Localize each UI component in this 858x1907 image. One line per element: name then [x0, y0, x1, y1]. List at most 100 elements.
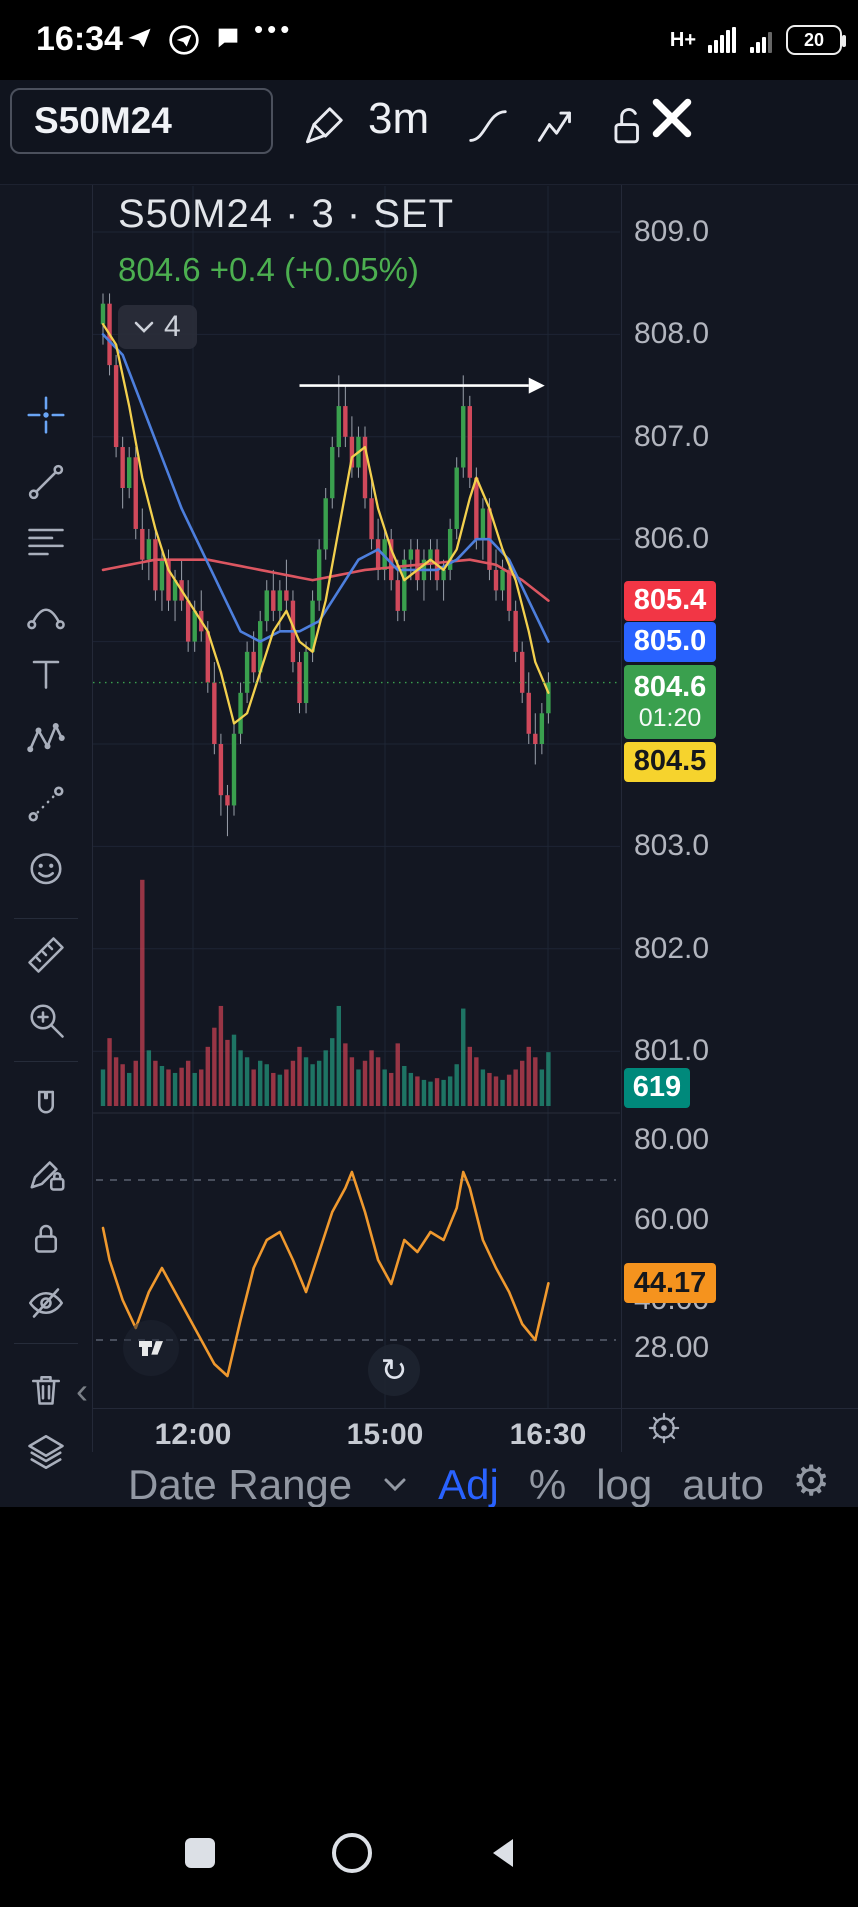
symbol-text: S50M24	[34, 100, 172, 141]
axis-label: 807.0	[634, 419, 710, 453]
horizontal-lines-icon	[28, 528, 64, 556]
recents-button[interactable]	[185, 1838, 215, 1868]
magnet-tool[interactable]	[0, 1079, 92, 1135]
indicators-zigzag-icon	[537, 111, 571, 142]
text-tool[interactable]	[0, 646, 92, 702]
price-change-pct: (+0.05%)	[284, 251, 419, 288]
toolbar-separator	[0, 184, 858, 185]
draw-button[interactable]	[296, 98, 352, 154]
refresh-icon: ↻	[380, 1352, 408, 1388]
symbol-input[interactable]: S50M24	[10, 88, 273, 154]
axis-settings-icon	[648, 1412, 680, 1444]
trendline-icon	[28, 464, 64, 500]
chart-footer: Date Range Adj % log auto ⚙	[92, 1456, 858, 1507]
layers-button[interactable]	[0, 1424, 92, 1480]
chart-legend: S50M24 · 3 · SET 804.6 +0.4 (+0.05%) 4	[118, 192, 454, 349]
layers-icon	[28, 1434, 64, 1470]
indicators-button[interactable]	[530, 98, 586, 154]
timeframe-button[interactable]: 3m	[368, 94, 430, 143]
rail-border	[92, 185, 93, 1452]
drawing-lock-tool[interactable]	[0, 1145, 92, 1201]
magnet-icon	[37, 1090, 55, 1114]
axis-label: 803.0	[634, 829, 710, 863]
emoji-icon	[30, 853, 62, 885]
chart-canvas[interactable]	[93, 186, 620, 1408]
network-type-label: H+	[669, 28, 696, 51]
price-badge-ma-yellow: 804.5	[624, 742, 716, 782]
percent-toggle[interactable]: %	[528, 1461, 567, 1507]
price-badge-rsi: 44.17	[624, 1263, 716, 1304]
pencil-lock-icon	[30, 1161, 65, 1191]
lock-all-tool[interactable]	[0, 1210, 92, 1266]
emoji-tool[interactable]	[0, 840, 92, 896]
signal-bars2-icon	[750, 27, 774, 53]
curve-icon	[27, 608, 65, 630]
ruler-icon	[28, 937, 64, 973]
lock-scale-button[interactable]	[598, 98, 654, 154]
time-axis-separator	[92, 1408, 858, 1409]
rail-collapse-button[interactable]: ‹	[76, 1370, 88, 1411]
chevron-down-icon	[134, 321, 154, 333]
tradingview-logo[interactable]	[123, 1320, 179, 1376]
android-nav-bar	[0, 1507, 858, 1907]
back-button[interactable]	[487, 1835, 523, 1871]
price-badge-volume: 619	[624, 1068, 690, 1108]
curve-line-icon	[469, 110, 507, 142]
trash-icon	[31, 1375, 61, 1405]
chevron-down-icon	[384, 1478, 406, 1492]
battery-icon: 20	[786, 25, 846, 55]
hide-drawings-tool[interactable]	[0, 1275, 92, 1331]
chart-style-button[interactable]	[460, 98, 516, 154]
price-badge-ma-blue: 805.0	[624, 621, 716, 662]
price-axis-border	[621, 185, 622, 1452]
rail-separator	[14, 1343, 78, 1344]
unlock-icon	[614, 108, 639, 144]
price-badge-ma-red: 805.4	[624, 580, 716, 621]
axis-label: 806.0	[634, 522, 710, 556]
price-badge-last: 804.6 01:20	[624, 664, 716, 739]
close-button[interactable]	[644, 90, 700, 146]
axis-settings-button[interactable]	[646, 1410, 682, 1446]
telegram-icon	[169, 25, 199, 55]
footer-settings-icon[interactable]: ⚙	[792, 1457, 830, 1504]
battery-level: 20	[803, 29, 825, 50]
indicators-collapse-button[interactable]: 4	[118, 305, 197, 349]
auto-toggle[interactable]: auto	[682, 1461, 765, 1507]
close-icon	[652, 98, 692, 138]
dotted-line-icon	[28, 786, 64, 822]
lock-icon	[34, 1224, 58, 1253]
axis-label: 80.00	[634, 1123, 710, 1156]
crosshair-tool[interactable]	[0, 387, 92, 443]
home-button[interactable]	[332, 1833, 372, 1873]
adj-toggle[interactable]: Adj	[438, 1461, 499, 1507]
axis-label: 808.0	[634, 317, 710, 351]
date-range-button[interactable]: Date Range	[128, 1461, 353, 1507]
axis-label: 801.0	[634, 1034, 710, 1068]
indicators-count: 4	[164, 310, 181, 343]
pattern-xabcd-tool[interactable]	[0, 710, 92, 766]
log-toggle[interactable]: log	[596, 1461, 653, 1507]
remove-drawings-tool[interactable]	[0, 1362, 92, 1418]
axis-label: 28.00	[634, 1331, 710, 1364]
drawing-tools-rail	[0, 185, 92, 1450]
chart-title: S50M24 · 3 · SET	[118, 192, 455, 236]
trendline-tool[interactable]	[0, 454, 92, 510]
status-time: 16:34	[36, 20, 123, 58]
send-arrow-icon	[128, 28, 151, 48]
axis-label: 60.00	[634, 1203, 710, 1236]
forecast-tool[interactable]	[0, 776, 92, 832]
brush-icon	[306, 107, 343, 144]
signal-bars-icon	[708, 27, 738, 53]
eye-off-icon	[28, 1288, 64, 1318]
horizontal-lines-tool[interactable]	[0, 514, 92, 570]
time-axis-label: 15:00	[346, 1418, 424, 1451]
status-bar: 16:34 ••• H+ 20	[0, 0, 858, 80]
ruler-tool[interactable]	[0, 927, 92, 983]
last-price: 804.6	[118, 251, 201, 288]
crosshair-icon	[27, 396, 65, 434]
curve-tool[interactable]	[0, 584, 92, 640]
refresh-button[interactable]: ↻	[368, 1344, 420, 1396]
time-axis-label: 16:30	[509, 1418, 587, 1451]
zoom-in-icon	[30, 1004, 64, 1038]
zoom-in-tool[interactable]	[0, 992, 92, 1048]
